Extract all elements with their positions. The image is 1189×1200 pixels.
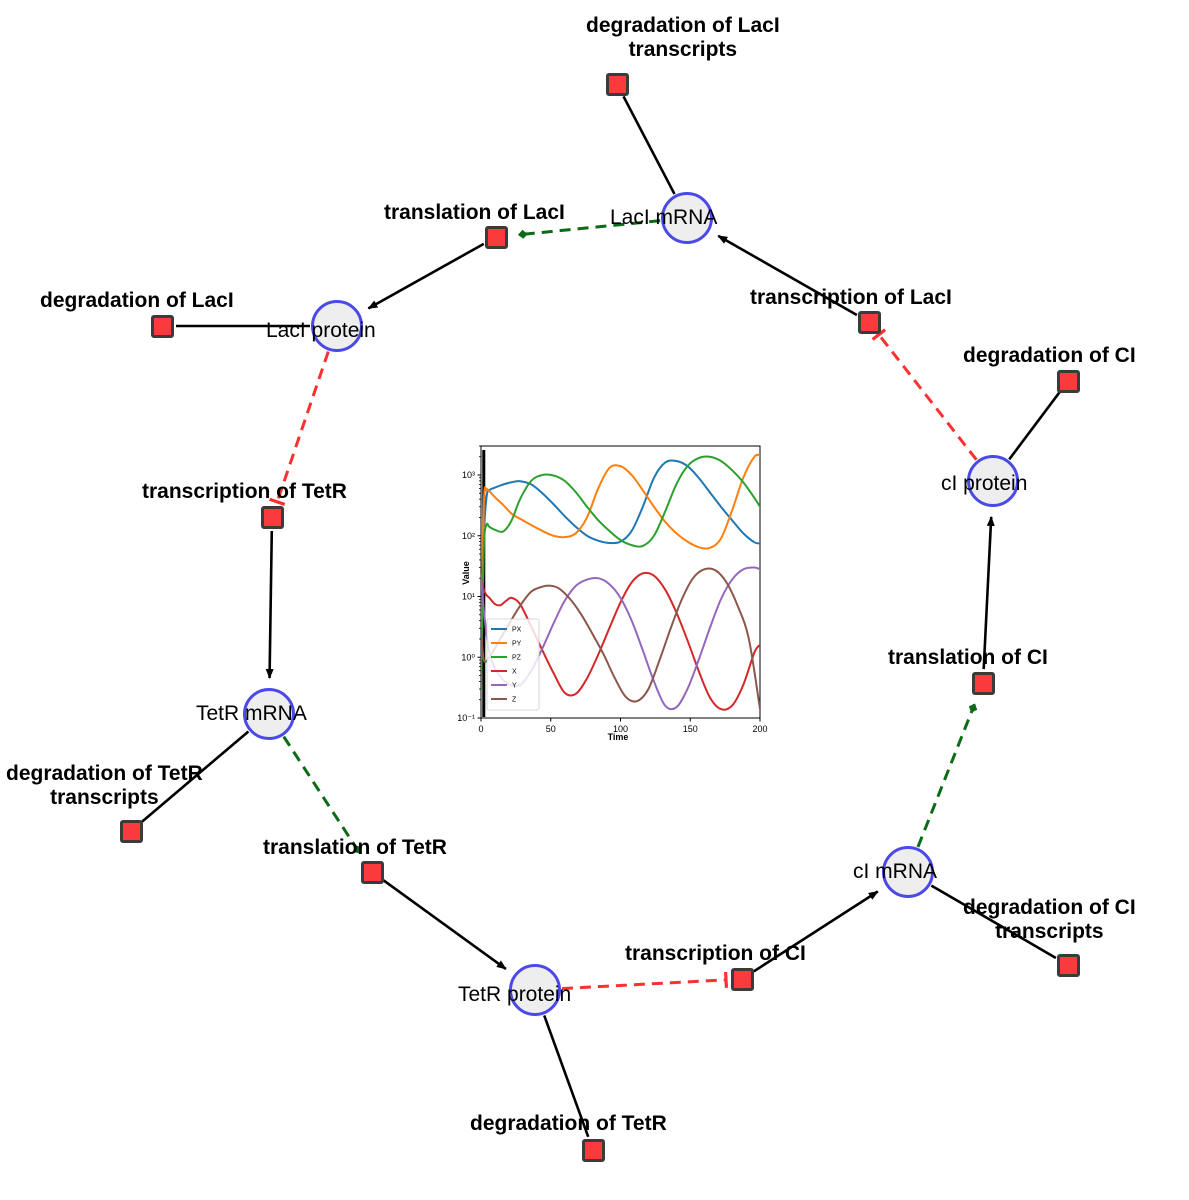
x-tick-label: 0 bbox=[478, 724, 483, 734]
species-label-ci_protein: cI protein bbox=[941, 472, 1028, 495]
reaction-label-deg_laci: degradation of LacI bbox=[40, 289, 234, 312]
reaction-label-transcription_ci: transcription of CI bbox=[625, 942, 806, 965]
x-tick-label: 100 bbox=[613, 724, 628, 734]
reaction-node-deg_laci_transcripts[interactable] bbox=[605, 72, 629, 96]
legend-label-Y: Y bbox=[512, 683, 517, 690]
edge-transcription_tetr-to-tetr_mrna bbox=[265, 530, 274, 680]
edge-transcription_laci-to-laci_mrna bbox=[717, 234, 858, 317]
edge-laci_mrna-to-translation_laci bbox=[517, 219, 661, 239]
reaction-node-deg_ci[interactable] bbox=[1056, 369, 1080, 393]
y-tick-label: 10¹ bbox=[462, 592, 475, 602]
edge-translation_ci-to-ci_protein bbox=[982, 515, 995, 670]
species-label-laci_mrna: LacI mRNA bbox=[610, 206, 718, 229]
reaction-label-transcription_tetr: transcription of TetR bbox=[142, 480, 347, 503]
y-tick-label: 10³ bbox=[462, 470, 475, 480]
series-line-PX bbox=[481, 459, 760, 691]
reaction-node-deg_tetr_transcripts[interactable] bbox=[119, 819, 143, 843]
species-node-ci_mrna[interactable] bbox=[882, 846, 934, 898]
species-node-tetr_protein[interactable] bbox=[509, 964, 561, 1016]
edge-laci_protein-to-transcription_tetr bbox=[269, 351, 330, 506]
series-line-PY bbox=[481, 453, 760, 691]
edge-ci_protein-to-transcription_laci bbox=[871, 328, 978, 461]
species-label-ci_mrna: cI mRNA bbox=[853, 860, 937, 883]
reaction-node-translation_tetr[interactable] bbox=[360, 860, 384, 884]
species-node-laci_mrna[interactable] bbox=[661, 192, 713, 244]
reaction-label-deg_tetr_transcripts: degradation of TetR transcripts bbox=[6, 762, 203, 809]
edge-tetr_mrna-to-translation_tetr bbox=[282, 735, 362, 854]
reaction-label-translation_ci: translation of CI bbox=[888, 646, 1048, 669]
plot-legend: PX PY PZ XYZ bbox=[486, 618, 540, 711]
y-tick-label: 10² bbox=[462, 531, 475, 541]
legend-label-X: X bbox=[512, 669, 517, 676]
species-node-laci_protein[interactable] bbox=[311, 300, 363, 352]
reaction-node-transcription_tetr[interactable] bbox=[260, 505, 284, 529]
edge-deg_ci-to-ci_protein bbox=[1008, 391, 1061, 461]
species-node-ci_protein[interactable] bbox=[967, 455, 1019, 507]
edge-tetr_protein-to-transcription_ci bbox=[561, 971, 729, 991]
reaction-node-translation_laci[interactable] bbox=[484, 225, 508, 249]
timecourse-plot-inset: 0 50 100 150 200 10⁻¹ 10⁰ 10¹ 10² 10³ PX PY PZ X Y Z T… bbox=[455, 427, 785, 762]
edge-tetr_mrna-to-deg_tetr_transcripts bbox=[140, 730, 250, 823]
edge-deg_laci_transcripts-to-laci_mrna bbox=[622, 95, 676, 195]
x-axis-title: Time bbox=[608, 732, 629, 742]
y-axis-title: Value bbox=[461, 561, 471, 585]
series-line-PZ bbox=[481, 455, 760, 691]
reaction-node-transcription_laci[interactable] bbox=[857, 310, 881, 334]
series-line-X bbox=[481, 571, 760, 711]
reaction-node-deg_laci[interactable] bbox=[150, 314, 174, 338]
species-node-tetr_mrna[interactable] bbox=[243, 688, 295, 740]
reaction-node-translation_ci[interactable] bbox=[971, 671, 995, 695]
legend-label-Z: Z bbox=[512, 697, 517, 704]
legend-box bbox=[486, 618, 540, 711]
edge-tetr_protein-to-deg_tetr bbox=[542, 1014, 590, 1138]
species-label-laci_protein: LacI protein bbox=[266, 319, 376, 342]
reaction-label-deg_laci_transcripts: degradation of LacI transcripts bbox=[586, 14, 780, 61]
y-tick-label: 10⁰ bbox=[461, 652, 475, 662]
reaction-label-deg_ci: degradation of CI bbox=[963, 344, 1136, 367]
species-label-tetr_mrna: TetR mRNA bbox=[196, 702, 307, 725]
y-tick-label: 10⁻¹ bbox=[457, 713, 475, 723]
reaction-label-translation_tetr: translation of TetR bbox=[263, 836, 447, 859]
edge-translation_tetr-to-tetr_protein bbox=[382, 879, 507, 970]
reaction-node-deg_tetr[interactable] bbox=[581, 1138, 605, 1162]
plot-series bbox=[481, 450, 760, 717]
edge-translation_laci-to-laci_protein bbox=[367, 242, 485, 310]
legend-label-PY: PY bbox=[512, 641, 522, 648]
edge-group bbox=[140, 95, 1061, 1138]
x-tick-label: 50 bbox=[546, 724, 556, 734]
reaction-node-transcription_ci[interactable] bbox=[730, 967, 754, 991]
reaction-label-translation_laci: translation of LacI bbox=[384, 201, 565, 224]
species-label-tetr_protein: TetR protein bbox=[458, 983, 572, 1006]
reaction-label-transcription_laci: transcription of LacI bbox=[750, 286, 952, 309]
timecourse-plot-svg: 0 50 100 150 200 10⁻¹ 10⁰ 10¹ 10² 10³ PX PY PZ XYZ T… bbox=[457, 445, 768, 742]
series-line-Z bbox=[481, 567, 760, 711]
legend-label-PX: PX bbox=[512, 627, 522, 634]
edge-ci_mrna-to-translation_ci bbox=[916, 703, 978, 848]
x-tick-label: 200 bbox=[752, 724, 767, 734]
reaction-label-deg_ci_transcripts: degradation of CI transcripts bbox=[963, 896, 1136, 943]
reaction-node-deg_ci_transcripts[interactable] bbox=[1056, 953, 1080, 977]
reaction-label-deg_tetr: degradation of TetR bbox=[470, 1112, 667, 1135]
legend-label-PZ: PZ bbox=[512, 655, 522, 662]
edge-ci_mrna-to-deg_ci_transcripts bbox=[930, 884, 1057, 960]
edge-transcription_ci-to-ci_mrna bbox=[753, 890, 879, 973]
x-tick-label: 150 bbox=[683, 724, 698, 734]
plot-ticks: 0 50 100 150 200 10⁻¹ 10⁰ 10¹ 10² 10³ bbox=[457, 445, 768, 734]
